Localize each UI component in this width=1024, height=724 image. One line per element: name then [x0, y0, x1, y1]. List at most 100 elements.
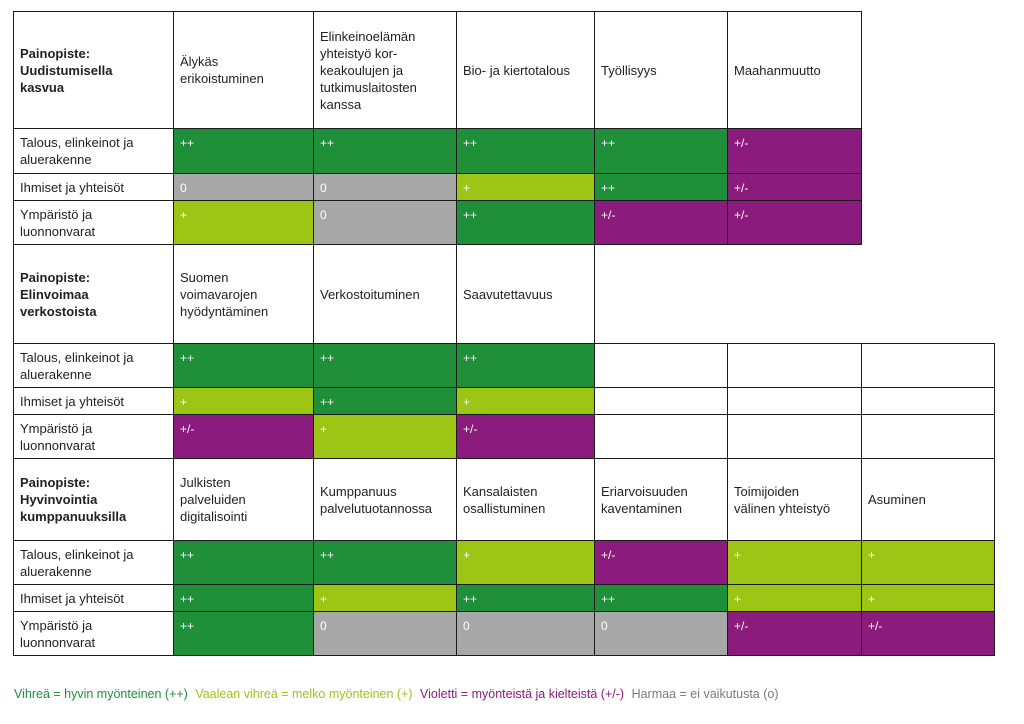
score-cell-text: 0 [180, 181, 187, 195]
section-3-row-label-1-text: Talous, elinkeinot ja aluerakenne [20, 546, 134, 579]
score-cell: + [313, 414, 457, 459]
section-3-header-5-text: Toimijoiden välinen yhteistyö [734, 483, 831, 516]
score-cell: +/- [727, 173, 862, 201]
section-2-header-3-text: Saavutettavuus [463, 286, 553, 302]
section-1-row-label-3: Ympäristö ja luonnonvarat [13, 200, 174, 245]
score-cell-text: + [320, 592, 328, 606]
score-cell-text: ++ [320, 548, 335, 562]
score-cell: +/- [456, 414, 595, 459]
score-cell: 0 [594, 611, 728, 656]
score-cell-text: 0 [601, 619, 608, 633]
score-cell-text: ++ [320, 395, 335, 409]
section-1-header-1-text: Älykäs erikoistuminen [180, 54, 264, 86]
legend-dark-green: Vihreä = hyvin myönteinen (++) [14, 687, 188, 701]
section-3-header-4-text: Eriarvoisuuden kaventaminen [601, 483, 688, 516]
legend-grey: Harmaa = ei vaikutusta (o) [631, 687, 779, 701]
section-3-header-5: Toimijoiden välinen yhteistyö [727, 458, 862, 541]
score-cell-text: + [463, 395, 471, 409]
score-cell: 0 [313, 200, 457, 245]
score-cell: +/- [594, 540, 728, 585]
score-cell-text: ++ [601, 592, 616, 606]
section-3-row-label-2: Ihmiset ja yhteisöt [13, 584, 174, 612]
section-3-header-1: Julkisten palveluiden digitalisointi [173, 458, 314, 541]
score-cell [727, 343, 862, 388]
score-cell: ++ [173, 128, 314, 174]
section-2-row-label-1-text: Talous, elinkeinot ja aluerakenne [20, 349, 134, 382]
score-cell [727, 387, 862, 415]
score-cell: ++ [313, 387, 457, 415]
score-cell [861, 414, 995, 459]
score-cell-text: 0 [463, 619, 470, 633]
score-cell [727, 414, 862, 459]
score-cell-text: ++ [463, 208, 478, 222]
score-cell: 0 [313, 611, 457, 656]
section-1-header-3-text: Bio- ja kiertotalous [463, 62, 570, 78]
score-cell [594, 414, 728, 459]
score-cell-text: + [868, 548, 876, 562]
score-cell-text: ++ [463, 592, 478, 606]
section-1-title-text: Painopiste: Uudistumisella kasvua [20, 45, 113, 95]
section-2-header-3: Saavutettavuus [456, 244, 595, 344]
section-1-row-label-1: Talous, elinkeinot ja aluerakenne [13, 128, 174, 174]
score-cell: + [861, 584, 995, 612]
score-cell: ++ [456, 200, 595, 245]
score-cell-text: +/- [734, 136, 749, 150]
section-2-header-2-text: Verkostoituminen [320, 286, 420, 302]
score-cell-text: + [734, 548, 742, 562]
score-cell-text: ++ [320, 351, 335, 365]
score-cell-text: ++ [180, 351, 195, 365]
legend-light-green: Vaalean vihreä = melko myönteinen (+) [195, 687, 413, 701]
score-cell-text: + [180, 208, 188, 222]
section-3-title: Painopiste: Hyvinvointia kumppanuuksilla [13, 458, 174, 541]
section-3-row-label-3-text: Ympäristö ja luonnonvarat [20, 617, 96, 650]
score-cell-text: +/- [601, 208, 616, 222]
score-cell [594, 387, 728, 415]
section-3-header-1-text: Julkisten palveluiden digitalisointi [180, 475, 248, 524]
score-cell-text: + [868, 592, 876, 606]
score-cell: ++ [173, 584, 314, 612]
score-cell-text: +/- [868, 619, 883, 633]
score-cell: ++ [456, 584, 595, 612]
score-cell: ++ [456, 128, 595, 174]
score-cell: ++ [313, 343, 457, 388]
score-cell: +/- [727, 611, 862, 656]
section-3-header-2: Kumppanuus palvelutuotannossa [313, 458, 457, 541]
score-cell [861, 343, 995, 388]
score-cell-text: + [320, 422, 328, 436]
score-cell: +/- [727, 200, 862, 245]
section-3-title-text: Painopiste: Hyvinvointia kumppanuuksilla [20, 475, 127, 524]
section-3-header-2-text: Kumppanuus palvelutuotannossa [320, 483, 433, 516]
score-cell: + [173, 387, 314, 415]
section-3-header-3: Kansalaisten osallistuminen [456, 458, 595, 541]
section-3-row-label-1: Talous, elinkeinot ja aluerakenne [13, 540, 174, 585]
score-cell: 0 [173, 173, 314, 201]
section-1-header-5-text: Maahanmuutto [734, 62, 821, 78]
score-cell-text: 0 [320, 181, 327, 195]
section-2-title: Painopiste: Elinvoimaa verkostoista [13, 244, 174, 344]
score-cell-text: 0 [320, 619, 327, 633]
score-cell-text: + [734, 592, 742, 606]
score-cell-text: ++ [463, 351, 478, 365]
score-cell: + [456, 540, 595, 585]
score-cell-text: +/- [601, 548, 616, 562]
score-cell-text: ++ [180, 548, 195, 562]
section-2-row-label-2-text: Ihmiset ja yhteisöt [20, 393, 125, 409]
section-1-row-label-3-text: Ympäristö ja luonnonvarat [20, 206, 96, 239]
score-cell: 0 [456, 611, 595, 656]
section-2-row-label-2: Ihmiset ja yhteisöt [13, 387, 174, 415]
score-cell: +/- [173, 414, 314, 459]
section-1-header-2-text: Elinkeinoelämän yhteistyö kor- keakouluj… [320, 28, 417, 112]
score-cell: +/- [727, 128, 862, 174]
section-2-row-label-3: Ympäristö ja luonnonvarat [13, 414, 174, 459]
score-cell-text: +/- [734, 208, 749, 222]
score-cell-text: ++ [180, 619, 195, 633]
score-cell-text: +/- [463, 422, 478, 436]
score-cell: + [727, 584, 862, 612]
score-cell: ++ [594, 173, 728, 201]
score-cell-text: + [463, 548, 471, 562]
score-cell: + [456, 387, 595, 415]
section-1-header-4: Työllisyys [594, 11, 728, 129]
section-1-row-label-2: Ihmiset ja yhteisöt [13, 173, 174, 201]
section-2-row-label-1: Talous, elinkeinot ja aluerakenne [13, 343, 174, 388]
